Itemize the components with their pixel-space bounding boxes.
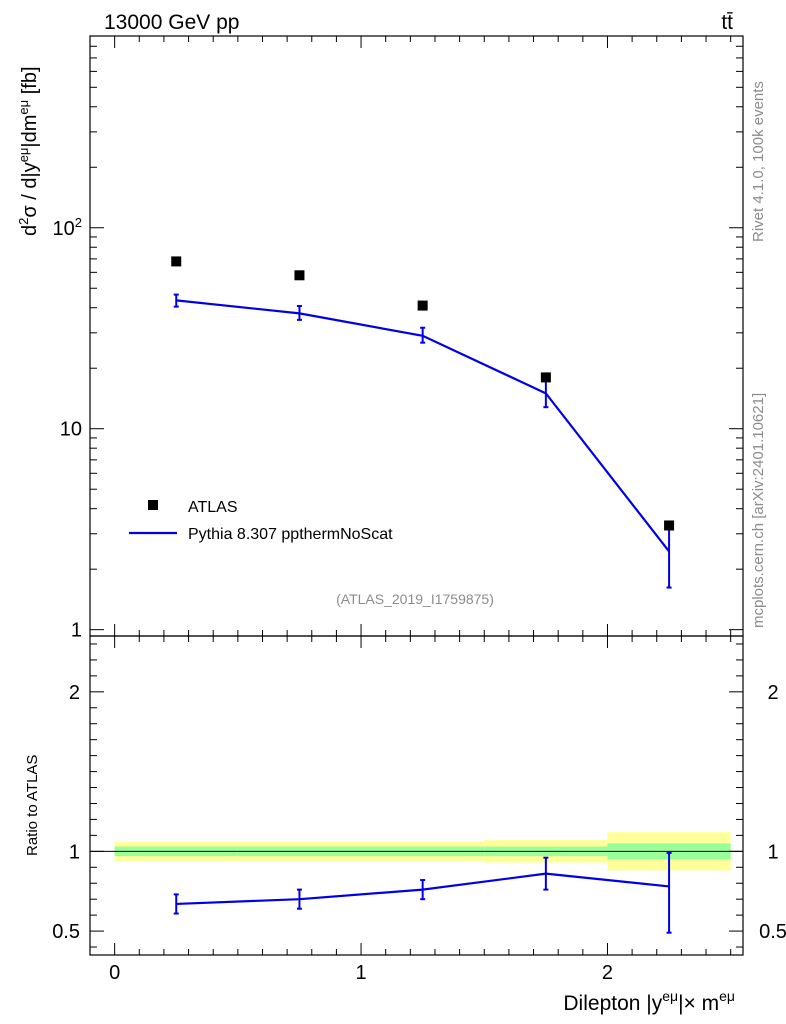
ratio-y-tick-label-left-0: 0.5 [52, 921, 80, 943]
legend-data-marker [148, 500, 158, 510]
main-y-tick-label-0: 1 [71, 620, 82, 642]
x-tick-label-2: 2 [602, 962, 613, 984]
x-axis-title: Dilepton |yeμ|× meμ [563, 988, 735, 1015]
atlas-point-1 [294, 270, 305, 281]
ratio-bands [90, 832, 743, 871]
ratio-frame [89, 635, 744, 956]
x-tick-label-0: 0 [109, 962, 120, 984]
main-y-axis-title: d2σ / d|yeμ|dmeμ [fb] [16, 66, 41, 236]
ratio-y-tick-label-left-2: 2 [69, 682, 80, 704]
ratio-y-tick-label-left-1: 1 [69, 841, 80, 863]
energy-label: 13000 GeV pp [104, 11, 239, 34]
ratio-y-tick-label-right-2: 2 [767, 682, 778, 704]
ratio-y-axis-title: Ratio to ATLAS [24, 755, 41, 856]
mcplots-label: mcplots.cern.ch [arXiv:2401.10621] [750, 393, 767, 628]
axes: 0 1 2 1 10 102 0.5 0.5 1 1 2 2 [52, 35, 786, 984]
atlas-point-0 [171, 256, 182, 267]
main-marks [171, 256, 675, 589]
atlas-point-2 [417, 300, 428, 311]
ratio-marks [173, 851, 672, 934]
x-tick-label-1: 1 [355, 962, 366, 984]
rivet-label: Rivet 4.1.0, 100k events [750, 81, 767, 242]
analysis-id: (ATLAS_2019_I1759875) [336, 591, 494, 607]
atlas-point-3 [540, 372, 551, 383]
ratio-y-tick-label-right-1: 1 [767, 841, 778, 863]
legend-mc-label: Pythia 8.307 ppthermNoScat [188, 526, 393, 543]
atlas-point-4 [664, 520, 675, 531]
main-y-tick-label-1: 10 [60, 419, 82, 441]
legend-data-label: ATLAS [188, 499, 238, 516]
legend: ATLAS Pythia 8.307 ppthermNoScat [129, 499, 393, 543]
process-label: tt̄ [721, 11, 733, 34]
ratio-y-tick-label-right-0: 0.5 [759, 921, 786, 943]
main-frame [89, 35, 744, 637]
main-y-tick-label-2: 102 [53, 215, 82, 240]
